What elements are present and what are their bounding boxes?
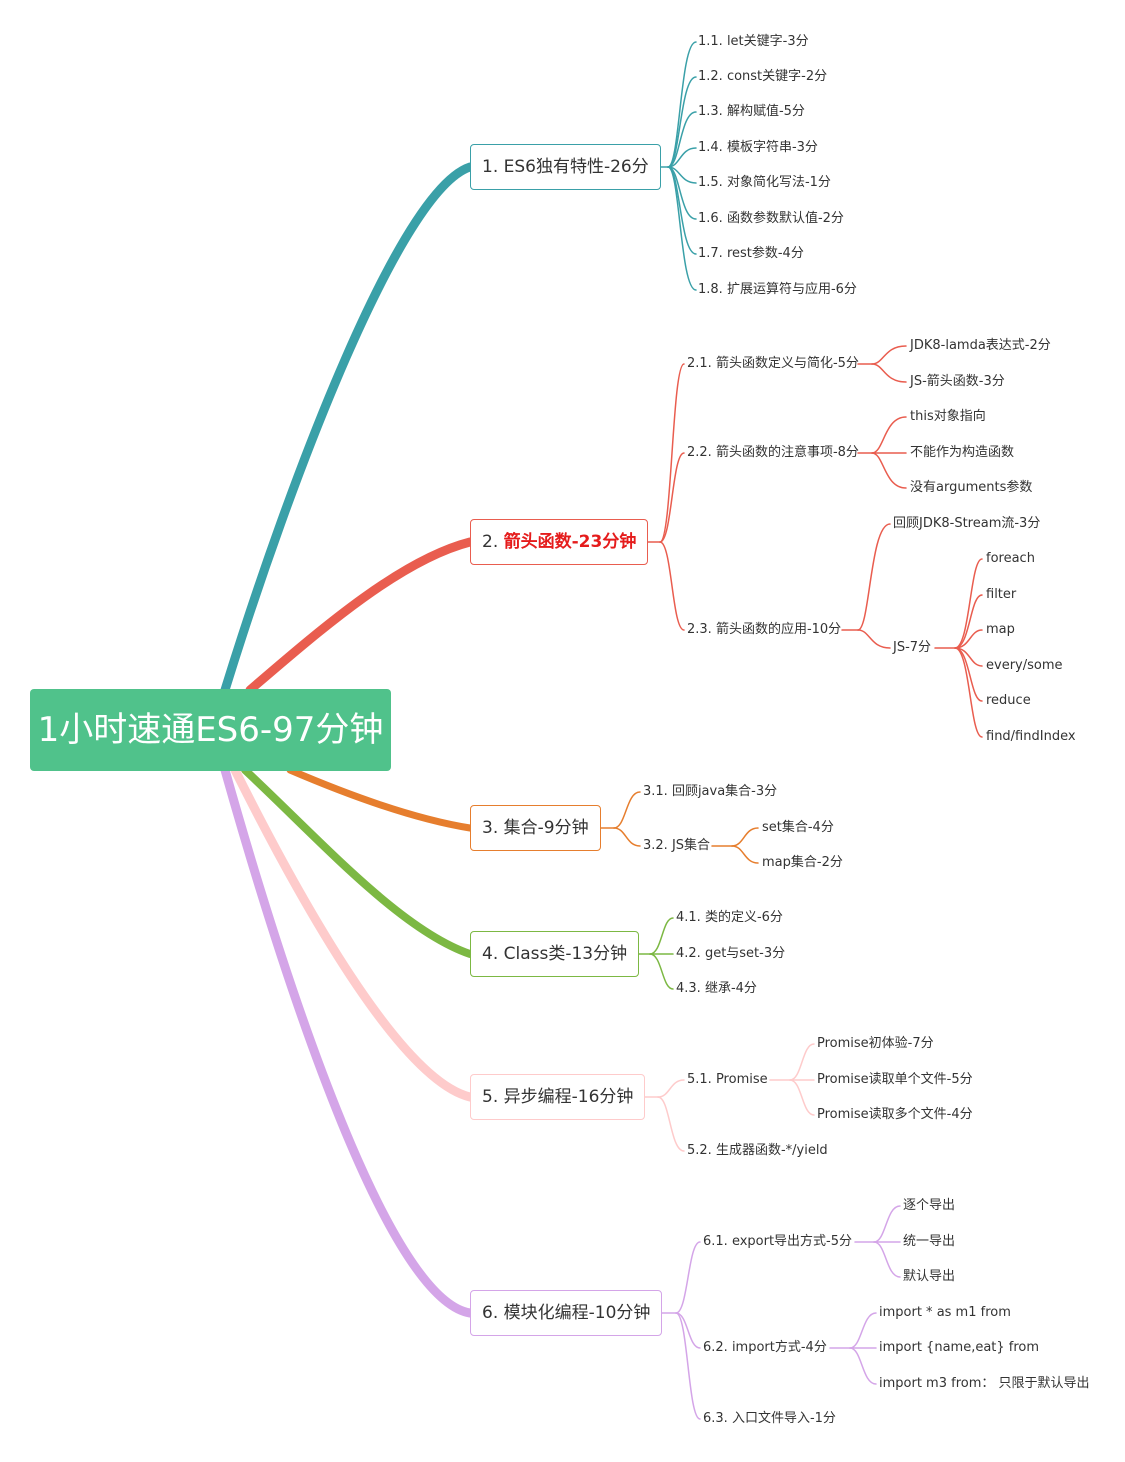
branch-node-4[interactable]: 4. Class类-13分钟 <box>470 931 640 977</box>
topic-2-3-2-1[interactable]: foreach <box>986 551 1035 566</box>
topic-6-2-1[interactable]: import * as m1 from <box>879 1305 1011 1320</box>
branch-node-3[interactable]: 3. 集合-9分钟 <box>470 805 601 851</box>
branch-node-1[interactable]: 1. ES6独有特性-26分 <box>470 144 661 190</box>
topic-3-2-2[interactable]: map集合-2分 <box>762 855 843 870</box>
branch-3-connectors <box>597 791 759 864</box>
topic-6-2-3[interactable]: import m3 from： 只限于默认导出 <box>879 1376 1090 1391</box>
topic-1-8[interactable]: 1.8. 扩展运算符与应用-6分 <box>698 282 857 297</box>
topic-5-1-2[interactable]: Promise读取单个文件-5分 <box>817 1072 973 1087</box>
topic-1-1[interactable]: 1.1. let关键字-3分 <box>698 34 809 49</box>
branch-2-connectors <box>641 345 983 738</box>
branch-node-5[interactable]: 5. 异步编程-16分钟 <box>470 1074 646 1120</box>
topic-6-1-2[interactable]: 统一导出 <box>903 1234 956 1249</box>
branch-6-connectors <box>657 1205 901 1420</box>
topic-2-3[interactable]: 2.3. 箭头函数的应用-10分 <box>687 622 842 637</box>
topic-6-1[interactable]: 6.1. export导出方式-5分 <box>703 1234 853 1249</box>
branch-1-connectors <box>653 41 697 291</box>
branch-5-connectors <box>640 1043 815 1152</box>
topic-5-1-1[interactable]: Promise初体验-7分 <box>817 1036 934 1051</box>
topic-6-2[interactable]: 6.2. import方式-4分 <box>703 1340 827 1355</box>
topic-2-3-2-4[interactable]: every/some <box>986 658 1063 673</box>
trunk-connector-6 <box>220 765 475 1318</box>
topic-2-2-1[interactable]: this对象指向 <box>910 409 986 424</box>
topic-6-3[interactable]: 6.3. 入口文件导入-1分 <box>703 1411 836 1426</box>
branch-node-6[interactable]: 6. 模块化编程-10分钟 <box>470 1290 663 1336</box>
topic-1-3[interactable]: 1.3. 解构赋值-5分 <box>698 104 805 119</box>
trunk-connector-3 <box>286 766 474 832</box>
topic-1-5[interactable]: 1.5. 对象简化写法-1分 <box>698 175 831 190</box>
topic-3-2-1[interactable]: set集合-4分 <box>762 820 834 835</box>
topic-2-3-2-2[interactable]: filter <box>986 587 1017 602</box>
topic-4-2[interactable]: 4.2. get与set-3分 <box>676 946 786 961</box>
topic-2-3-2-3[interactable]: map <box>986 622 1015 637</box>
topic-4-3[interactable]: 4.3. 继承-4分 <box>676 981 757 996</box>
topic-2-3-2[interactable]: JS-7分 <box>893 640 932 655</box>
topic-6-2-2[interactable]: import {name,eat} from <box>879 1340 1040 1355</box>
topic-2-3-2-6[interactable]: find/findIndex <box>986 729 1076 744</box>
topic-2-3-1[interactable]: 回顾JDK8-Stream流-3分 <box>893 516 1041 531</box>
branch-2-highlight: 箭头函数-23分钟 <box>503 532 637 552</box>
branch-2-prefix: 2. <box>482 532 504 552</box>
trunk-connector-5 <box>230 765 475 1102</box>
trunk-connector-4 <box>241 766 474 958</box>
topic-1-7[interactable]: 1.7. rest参数-4分 <box>698 246 804 261</box>
topic-2-2-3[interactable]: 没有arguments参数 <box>910 480 1033 495</box>
topic-3-2[interactable]: 3.2. JS集合 <box>643 838 711 853</box>
trunk-connector-2 <box>245 537 475 695</box>
topic-2-2-2[interactable]: 不能作为构造函数 <box>910 445 1015 460</box>
trunk-connector-1 <box>220 162 475 695</box>
topic-6-1-1[interactable]: 逐个导出 <box>903 1198 956 1213</box>
topic-6-1-3[interactable]: 默认导出 <box>903 1269 956 1284</box>
topic-1-2[interactable]: 1.2. const关键字-2分 <box>698 69 828 84</box>
topic-2-1[interactable]: 2.1. 箭头函数定义与简化-5分 <box>687 356 859 371</box>
topic-4-1[interactable]: 4.1. 类的定义-6分 <box>676 910 783 925</box>
topic-1-6[interactable]: 1.6. 函数参数默认值-2分 <box>698 211 844 226</box>
topic-1-4[interactable]: 1.4. 模板字符串-3分 <box>698 140 818 155</box>
topic-5-2[interactable]: 5.2. 生成器函数-*/yield <box>687 1143 828 1158</box>
root-node[interactable]: 1小时速通ES6-97分钟 <box>30 689 391 771</box>
topic-2-1-2[interactable]: JS-箭头函数-3分 <box>910 374 1005 389</box>
topic-2-3-2-5[interactable]: reduce <box>986 693 1031 708</box>
topic-3-1[interactable]: 3.1. 回顾java集合-3分 <box>643 784 778 799</box>
topic-5-1-3[interactable]: Promise读取多个文件-4分 <box>817 1107 973 1122</box>
topic-2-2[interactable]: 2.2. 箭头函数的注意事项-8分 <box>687 445 859 460</box>
branch-node-2[interactable]: 2. 箭头函数-23分钟 <box>470 519 649 565</box>
topic-5-1[interactable]: 5.1. Promise <box>687 1072 768 1087</box>
topic-2-1-1[interactable]: JDK8-lamda表达式-2分 <box>910 338 1051 353</box>
